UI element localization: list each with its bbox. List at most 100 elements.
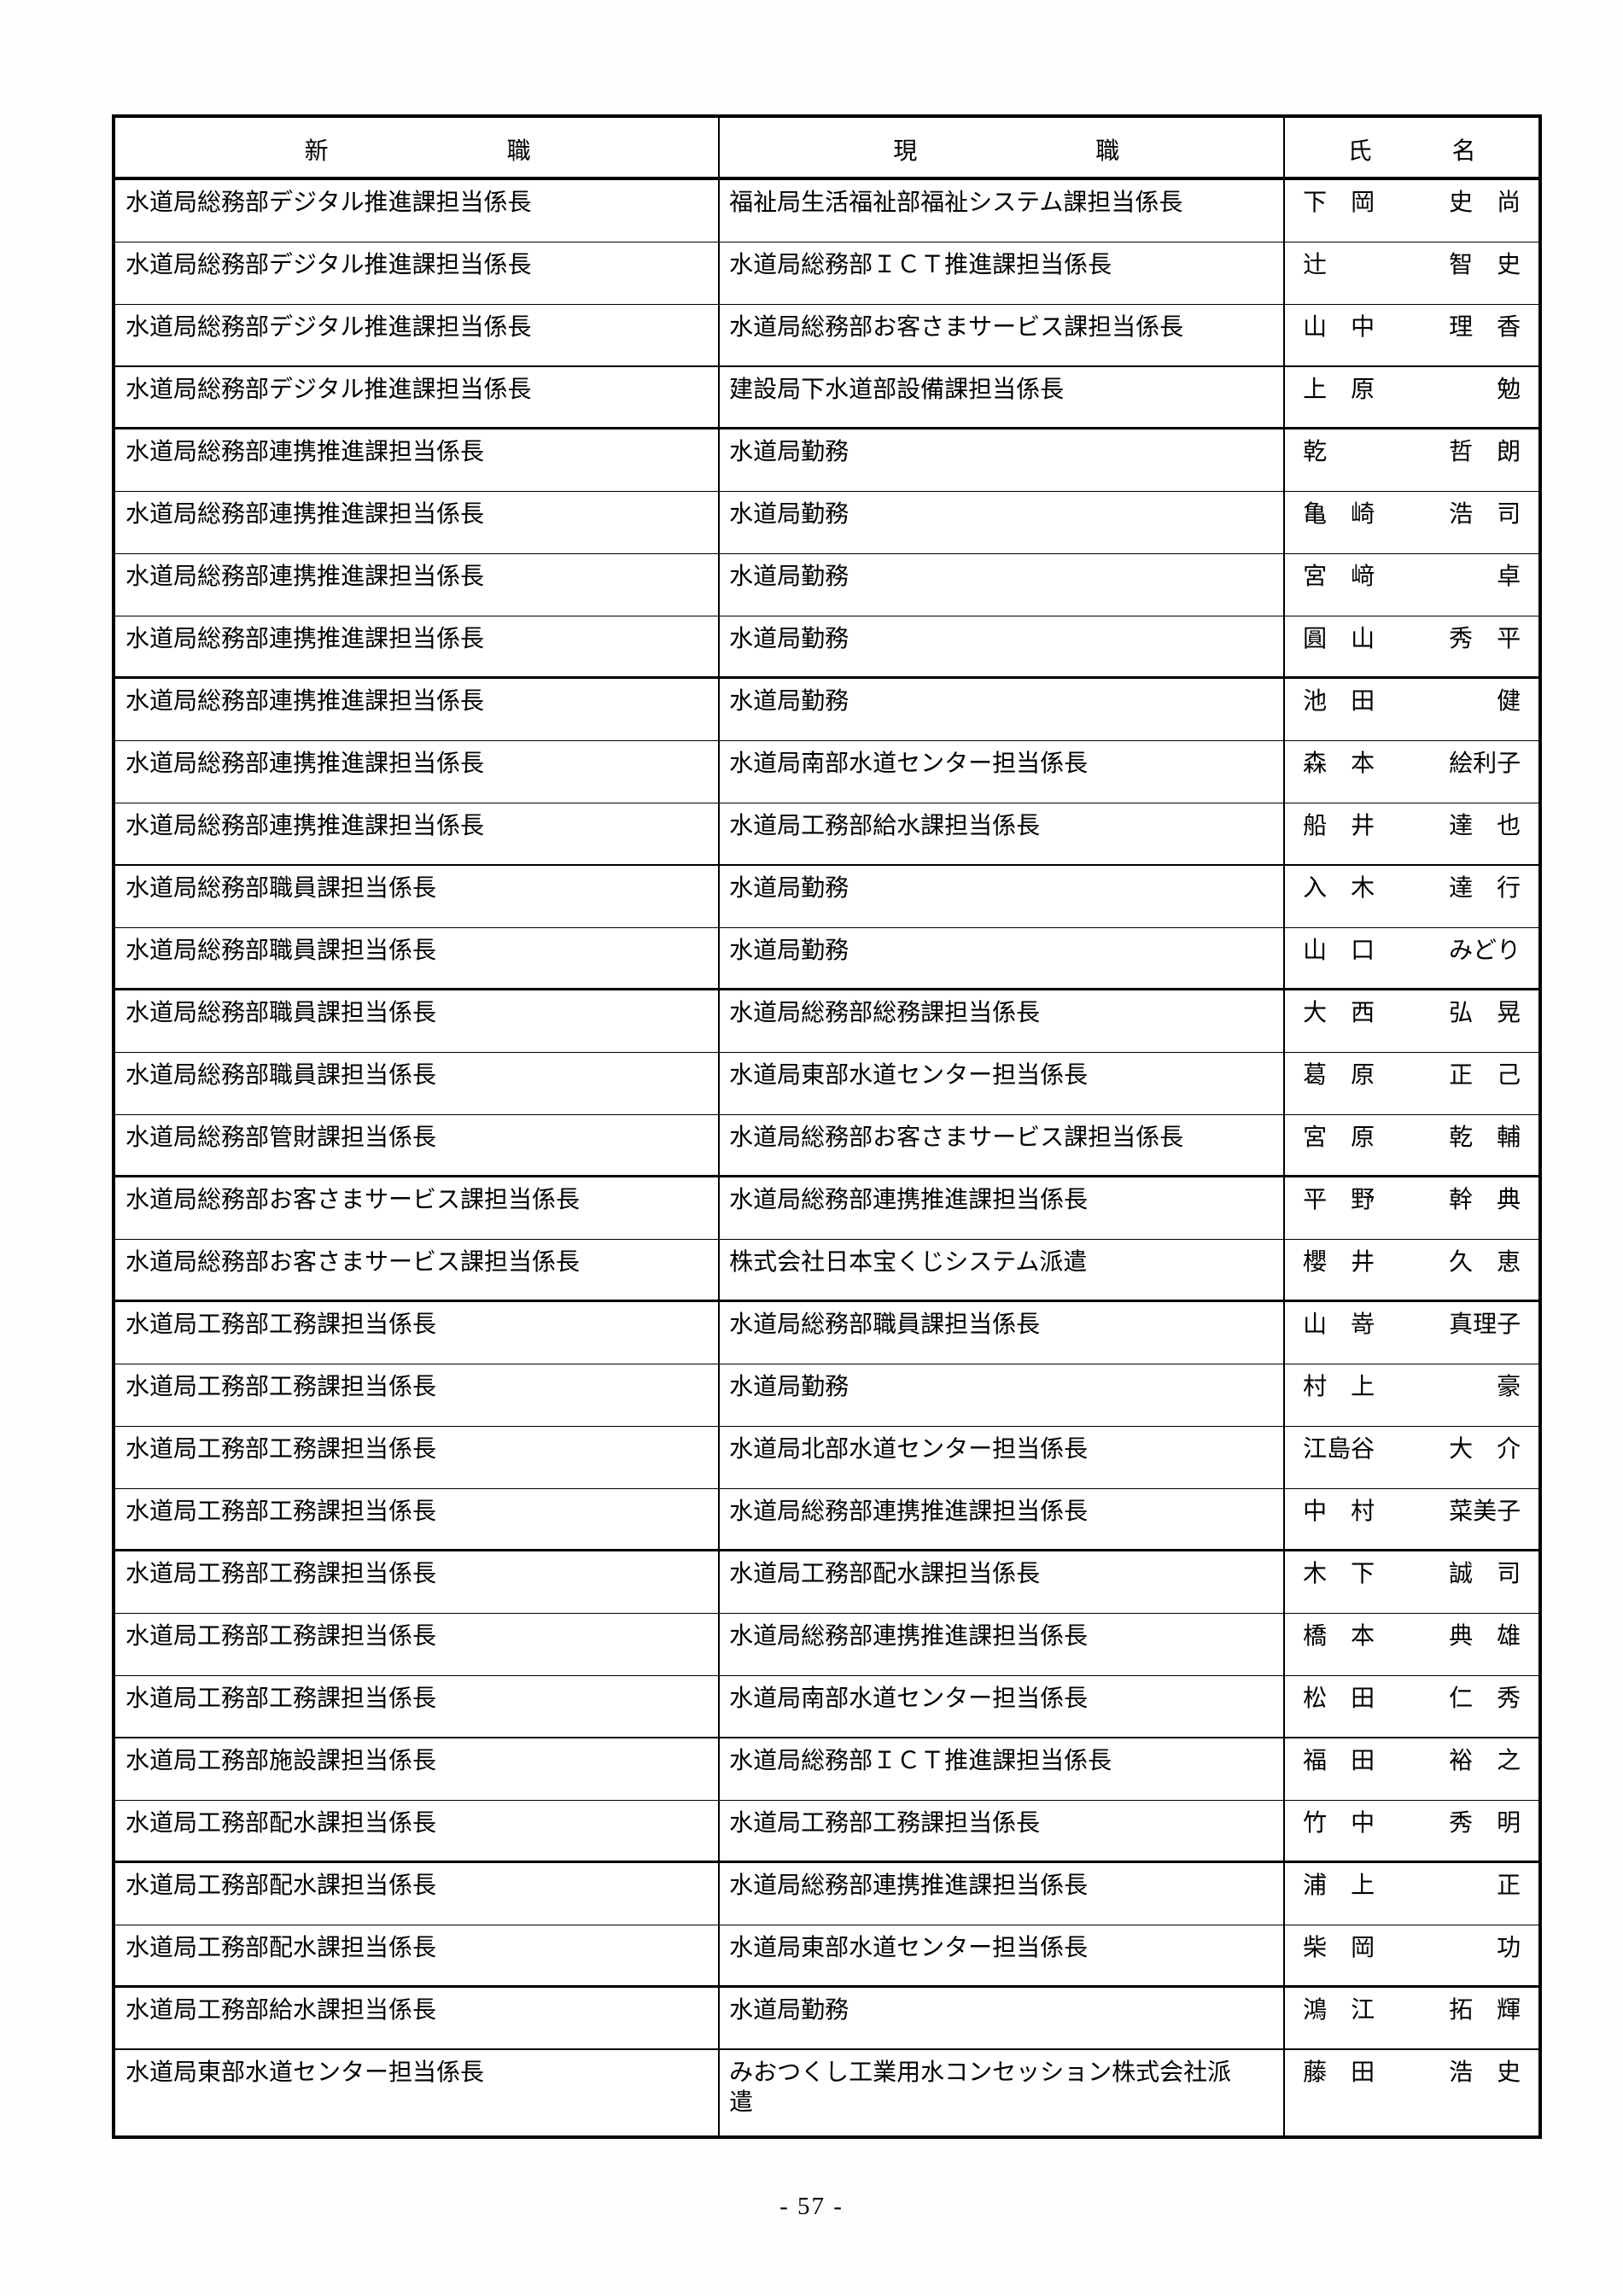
current-position-text: 福祉局生活福祉部福祉システム課担当係長 xyxy=(729,190,1183,216)
current-position-text: 水道局東部水道センター担当係長 xyxy=(729,1062,1089,1089)
given-name: 浩 史 xyxy=(1449,2059,1521,2086)
new-position-cell: 水道局総務部連携推進課担当係長 xyxy=(115,492,721,553)
current-position-text: 水道局勤務 xyxy=(729,501,849,528)
family-name: 村 上 xyxy=(1303,1374,1375,1400)
family-name: 江島谷 xyxy=(1303,1436,1375,1463)
table-row: 水道局工務部工務課担当係長 水道局総務部連携推進課担当係長 橋 本 典 雄 xyxy=(115,1614,1538,1676)
header-text: 職 xyxy=(506,137,531,165)
new-position-cell: 水道局総務部デジタル推進課担当係長 xyxy=(115,367,721,427)
given-name: 幹 典 xyxy=(1449,1187,1521,1213)
name-cell: 山 中 理 香 xyxy=(1285,305,1538,365)
current-position-text: 水道局勤務 xyxy=(729,626,849,652)
given-name: 功 xyxy=(1497,1935,1521,1961)
header-text: 氏 xyxy=(1347,137,1372,165)
current-position-text: 水道局勤務 xyxy=(729,1374,849,1400)
new-position-text: 水道局総務部デジタル推進課担当係長 xyxy=(126,252,532,278)
current-position-cell: 福祉局生活福祉部福祉システム課担当係長 xyxy=(720,180,1286,242)
table-row: 水道局総務部デジタル推進課担当係長 水道局総務部ＩＣＴ推進課担当係長 辻 智 史 xyxy=(115,242,1538,305)
new-position-text: 水道局工務部配水課担当係長 xyxy=(126,1872,437,1899)
name-cell: 中 村 菜美子 xyxy=(1285,1489,1538,1549)
given-name: 勉 xyxy=(1497,377,1521,403)
table-row: 水道局工務部配水課担当係長 水道局工務部工務課担当係長 竹 中 秀 明 xyxy=(115,1801,1538,1863)
new-position-text: 水道局総務部職員課担当係長 xyxy=(126,1000,437,1026)
new-position-text: 水道局総務部デジタル推進課担当係長 xyxy=(126,190,532,216)
given-name: 理 香 xyxy=(1449,314,1521,341)
person-name: 竹 中 秀 明 xyxy=(1303,1808,1521,1838)
name-cell: 辻 智 史 xyxy=(1285,242,1538,304)
current-position-text: みおつくし工業用水コンセッション株式会社派遣 xyxy=(729,2059,1232,2116)
new-position-cell: 水道局工務部配水課担当係長 xyxy=(115,1801,721,1861)
person-name: 橋 本 典 雄 xyxy=(1303,1621,1521,1651)
name-cell: 下 岡 史 尚 xyxy=(1285,180,1538,242)
name-cell: 江島谷 大 介 xyxy=(1285,1427,1538,1488)
person-name: 辻 智 史 xyxy=(1303,250,1521,280)
table-row: 水道局工務部施設課担当係長 水道局総務部ＩＣＴ推進課担当係長 福 田 裕 之 xyxy=(115,1738,1538,1801)
current-position-text: 水道局総務部連携推進課担当係長 xyxy=(729,1872,1089,1899)
current-position-cell: 建設局下水道部設備課担当係長 xyxy=(720,367,1286,427)
table-row: 水道局総務部職員課担当係長 水道局総務部総務課担当係長 大 西 弘 晃 xyxy=(115,990,1538,1053)
family-name: 亀 崎 xyxy=(1303,501,1375,528)
new-position-text: 水道局工務部工務課担当係長 xyxy=(126,1312,437,1338)
table-row: 水道局総務部連携推進課担当係長 水道局南部水道センター担当係長 森 本 絵利子 xyxy=(115,741,1538,803)
current-position-cell: 水道局工務部配水課担当係長 xyxy=(720,1551,1286,1613)
current-position-cell: 水道局工務部給水課担当係長 xyxy=(720,803,1286,864)
new-position-cell: 水道局東部水道センター担当係長 xyxy=(115,2050,721,2135)
current-position-text: 水道局総務部連携推進課担当係長 xyxy=(729,1187,1089,1213)
name-cell: 柴 岡 功 xyxy=(1285,1925,1538,1985)
given-name: 乾 輔 xyxy=(1449,1125,1521,1151)
family-name: 櫻 井 xyxy=(1303,1249,1375,1276)
new-position-cell: 水道局総務部連携推進課担当係長 xyxy=(115,803,721,864)
header-text: 名 xyxy=(1451,137,1476,165)
table-row: 水道局工務部工務課担当係長 水道局南部水道センター担当係長 松 田 仁 秀 xyxy=(115,1676,1538,1738)
current-position-cell: 水道局勤務 xyxy=(720,554,1286,616)
person-name: 山 中 理 香 xyxy=(1303,313,1521,342)
given-name: 達 也 xyxy=(1449,813,1521,839)
current-position-text: 水道局総務部ＩＣＴ推進課担当係長 xyxy=(729,252,1112,278)
current-position-text: 水道局総務部お客さまサービス課担当係長 xyxy=(729,1125,1184,1151)
family-name: 山 口 xyxy=(1303,938,1375,964)
person-name: 中 村 菜美子 xyxy=(1303,1497,1521,1527)
person-name: 大 西 弘 晃 xyxy=(1303,998,1521,1028)
name-cell: 浦 上 正 xyxy=(1285,1863,1538,1925)
header-current-position: 現 職 xyxy=(720,118,1286,177)
person-name: 森 本 絵利子 xyxy=(1303,749,1521,779)
new-position-cell: 水道局総務部連携推進課担当係長 xyxy=(115,554,721,616)
given-name: 健 xyxy=(1497,688,1521,715)
current-position-cell: 水道局工務部工務課担当係長 xyxy=(720,1801,1286,1861)
name-cell: 森 本 絵利子 xyxy=(1285,741,1538,803)
table-row: 水道局総務部連携推進課担当係長 水道局勤務 亀 崎 浩 司 xyxy=(115,492,1538,554)
name-cell: 松 田 仁 秀 xyxy=(1285,1676,1538,1737)
given-name: 達 行 xyxy=(1449,875,1521,902)
new-position-cell: 水道局工務部工務課担当係長 xyxy=(115,1551,721,1613)
family-name: 松 田 xyxy=(1303,1685,1375,1712)
table-row: 水道局総務部デジタル推進課担当係長 福祉局生活福祉部福祉システム課担当係長 下 … xyxy=(115,180,1538,242)
new-position-text: 水道局工務部工務課担当係長 xyxy=(126,1561,437,1587)
table-row: 水道局総務部職員課担当係長 水道局勤務 入 木 達 行 xyxy=(115,866,1538,928)
family-name: 入 木 xyxy=(1303,875,1375,902)
current-position-text: 水道局総務部お客さまサービス課担当係長 xyxy=(729,314,1184,341)
new-position-cell: 水道局総務部連携推進課担当係長 xyxy=(115,679,721,740)
new-position-cell: 水道局総務部連携推進課担当係長 xyxy=(115,429,721,491)
new-position-text: 水道局工務部工務課担当係長 xyxy=(126,1499,437,1525)
header-new-position: 新 職 xyxy=(115,118,721,177)
name-cell: 葛 原 正 己 xyxy=(1285,1053,1538,1114)
current-position-cell: 水道局総務部お客さまサービス課担当係長 xyxy=(720,1115,1286,1175)
given-name: 大 介 xyxy=(1449,1436,1521,1463)
person-name: 平 野 幹 典 xyxy=(1303,1185,1521,1215)
person-name: 乾 哲 朗 xyxy=(1303,437,1521,467)
current-position-text: 水道局勤務 xyxy=(729,875,849,902)
family-name: 下 岡 xyxy=(1303,190,1375,216)
person-name: 福 田 裕 之 xyxy=(1303,1746,1521,1776)
table-row: 水道局工務部工務課担当係長 水道局勤務 村 上 豪 xyxy=(115,1364,1538,1427)
current-position-text: 水道局勤務 xyxy=(729,938,849,964)
current-position-cell: 水道局勤務 xyxy=(720,1988,1286,2048)
current-position-text: 水道局南部水道センター担当係長 xyxy=(729,1685,1089,1712)
table-row: 水道局工務部工務課担当係長 水道局工務部配水課担当係長 木 下 誠 司 xyxy=(115,1551,1538,1614)
person-name: 柴 岡 功 xyxy=(1303,1933,1521,1963)
given-name: 久 恵 xyxy=(1449,1249,1521,1276)
new-position-text: 水道局総務部管財課担当係長 xyxy=(126,1125,437,1151)
current-position-cell: 水道局総務部お客さまサービス課担当係長 xyxy=(720,305,1286,365)
header-text: 現 xyxy=(893,137,918,165)
new-position-text: 水道局総務部連携推進課担当係長 xyxy=(126,501,485,528)
person-name: 櫻 井 久 恵 xyxy=(1303,1247,1521,1277)
